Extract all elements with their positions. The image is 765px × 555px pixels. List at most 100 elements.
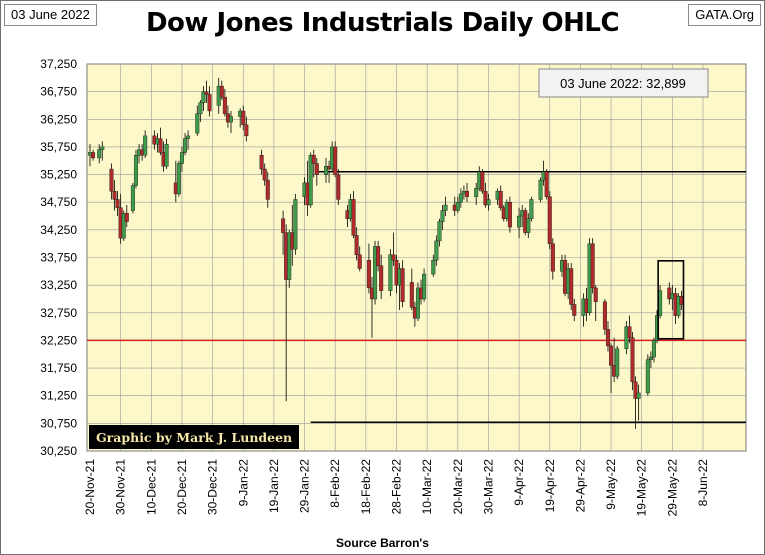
x-tick-label: 10-Dec-21 — [144, 459, 158, 515]
candle-body — [569, 268, 574, 305]
candle-body — [422, 273, 427, 300]
candle-body — [109, 168, 114, 192]
candle-body — [354, 235, 359, 255]
x-tick-label: 8-Jun-22 — [696, 459, 710, 507]
candle-body — [351, 199, 356, 236]
candle-body — [633, 381, 638, 399]
candle-body — [630, 337, 635, 383]
candle-body — [593, 287, 598, 302]
candle-body — [645, 359, 650, 394]
x-tick-label: 9-Jan-22 — [236, 459, 250, 507]
candle-body — [259, 155, 264, 170]
y-tick-label: 31,250 — [40, 389, 77, 403]
candle-body — [183, 138, 188, 153]
candle-body — [333, 146, 338, 175]
candle-body — [121, 213, 126, 239]
candle-body — [602, 301, 607, 330]
candle-body — [198, 102, 203, 114]
candle-body — [538, 179, 543, 200]
source-caption: Source Barron's — [336, 536, 429, 550]
candle-body — [204, 91, 209, 95]
candle-body — [308, 155, 313, 206]
candle-series — [87, 77, 685, 429]
candle-body — [124, 213, 129, 222]
y-tick-label: 34,250 — [40, 223, 77, 237]
x-tick-label: 29-May-22 — [665, 459, 679, 517]
y-tick-label: 32,250 — [40, 333, 77, 347]
y-tick-label: 33,250 — [40, 278, 77, 292]
x-tick-label: 19-Jan-22 — [267, 459, 281, 513]
candle-body — [443, 204, 448, 211]
reference-lines — [87, 171, 746, 424]
candle-body — [100, 146, 105, 150]
candle-body — [379, 265, 384, 291]
candle-body — [336, 174, 341, 200]
candle-body — [391, 254, 396, 261]
candle-body — [357, 254, 362, 269]
credit-text: Graphic by Mark J. Lundeen — [96, 430, 292, 445]
chart-title: Dow Jones Industrials Daily OHLC — [145, 8, 620, 38]
candle-body — [507, 202, 512, 228]
y-tick-label: 34,750 — [40, 195, 77, 209]
candle-body — [517, 215, 522, 228]
candle-body — [458, 193, 463, 203]
callout-text: 03 June 2022: 32,899 — [560, 76, 686, 91]
highlight-box — [657, 260, 685, 340]
candle-body — [314, 163, 319, 175]
x-tick-label: 29-Apr-22 — [573, 459, 587, 513]
x-tick-label: 10-Mar-22 — [420, 459, 434, 515]
x-tick-label: 18-Feb-22 — [359, 459, 373, 515]
x-tick-label: 20-Nov-21 — [83, 459, 97, 515]
candle-body — [311, 155, 316, 164]
candle-body — [547, 196, 552, 244]
candle-body — [293, 199, 298, 250]
candle-body — [483, 190, 488, 206]
x-tick-label: 8-Feb-22 — [328, 459, 342, 508]
x-tick-label: 9-May-22 — [604, 459, 618, 510]
x-tick-label: 28-Feb-22 — [390, 459, 404, 515]
y-tick-label: 36,250 — [40, 112, 77, 126]
candle-body — [474, 188, 479, 197]
candle-body — [158, 138, 163, 153]
candle-body — [550, 243, 555, 272]
gridlines — [87, 64, 746, 451]
candle-body — [222, 96, 227, 114]
candle-body — [544, 171, 549, 197]
x-tick-label: 19-May-22 — [635, 459, 649, 517]
candle-body — [431, 260, 436, 275]
candle-body — [207, 94, 212, 112]
candle-body — [112, 190, 117, 200]
candle-body — [324, 166, 329, 175]
candle-body — [164, 143, 169, 167]
candle-body — [388, 254, 393, 291]
candle-body — [636, 392, 641, 399]
x-tick-label: 9-Apr-22 — [512, 459, 526, 506]
y-tick-label: 37,250 — [40, 57, 77, 71]
candle-body — [409, 282, 414, 308]
candle-body — [281, 218, 286, 233]
candle-body — [179, 152, 184, 164]
candle-body — [651, 340, 656, 358]
x-tick-label: 30-Nov-21 — [114, 459, 128, 515]
candle-body — [201, 91, 206, 103]
candle-body — [244, 124, 249, 137]
candle-body — [373, 246, 378, 300]
candle-body — [609, 345, 614, 366]
source-site-label: GATA.Org — [688, 4, 761, 26]
candle-body — [526, 218, 531, 233]
candle-body — [455, 202, 460, 211]
candle-body — [287, 232, 292, 280]
candle-body — [241, 110, 246, 126]
x-tick-label: 20-Dec-21 — [175, 459, 189, 515]
y-tick-label: 36,750 — [40, 85, 77, 99]
y-tick-label: 35,750 — [40, 140, 77, 154]
candle-body — [176, 163, 181, 195]
candle-body — [590, 243, 595, 289]
x-tick-label: 30-Mar-22 — [481, 459, 495, 515]
x-axis-labels: 20-Nov-21 30-Nov-21 10-Dec-21 20-Dec-21 30-D… — [83, 459, 710, 517]
candle-body — [376, 246, 381, 266]
credit-label: Graphic by Mark J. Lundeen — [89, 425, 299, 449]
candle-body — [464, 190, 469, 197]
y-tick-label: 30,750 — [40, 416, 77, 430]
